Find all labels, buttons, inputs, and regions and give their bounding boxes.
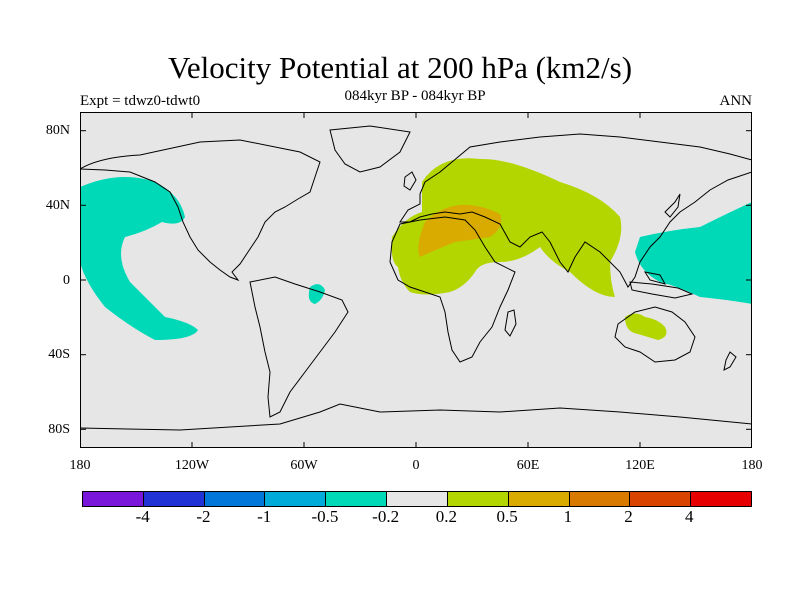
legend-swatch xyxy=(265,492,327,506)
coastline-australia xyxy=(614,306,696,363)
region-western-pacific-negative xyxy=(635,202,752,304)
color-legend-bar xyxy=(82,491,752,507)
legend-label: 1 xyxy=(563,507,573,526)
coastline-eurasia xyxy=(399,133,752,288)
y-tick-80s: 80S xyxy=(48,422,70,437)
x-tick-120e: 120E xyxy=(625,458,655,473)
coastline-japan xyxy=(664,193,681,218)
legend-swatch xyxy=(691,492,751,506)
experiment-label: Expt = tdwz0-tdwt0 xyxy=(80,93,201,109)
coastlines xyxy=(80,125,752,431)
legend-label: 0.2 xyxy=(435,507,457,526)
y-tick-80n: 80N xyxy=(45,123,70,138)
legend-swatch xyxy=(83,492,144,506)
legend-swatch xyxy=(143,492,205,506)
coastline-south-america xyxy=(249,276,349,418)
map-panel xyxy=(80,112,752,448)
coastline-southeast-asia-islands xyxy=(629,271,694,299)
region-eastern-pacific-negative xyxy=(80,177,198,340)
plot-subtitle: 084kyr BP - 084kyr BP xyxy=(344,88,486,104)
x-tick-0: 0 xyxy=(412,458,420,473)
x-tick-60w: 60W xyxy=(290,458,318,473)
region-australia-positive xyxy=(625,313,667,340)
legend-label: -0.2 xyxy=(372,507,400,526)
x-tick-60e: 60E xyxy=(516,458,540,473)
coastline-british-isles xyxy=(403,171,417,191)
y-tick-0: 0 xyxy=(63,273,70,288)
region-south-america-negative xyxy=(308,284,325,304)
legend-swatch xyxy=(569,492,631,506)
legend-label: 2 xyxy=(624,507,633,526)
season-label: ANN xyxy=(719,93,753,109)
x-tick-120w: 120W xyxy=(174,458,210,473)
coastline-madagascar xyxy=(504,309,517,337)
legend-label: 4 xyxy=(685,507,694,526)
legend-label: 0.5 xyxy=(496,507,518,526)
coastline-new-zealand xyxy=(723,351,737,371)
legend-swatch xyxy=(387,492,448,506)
x-tick-180w: 180 xyxy=(69,458,91,473)
plot-title: Velocity Potential at 200 hPa (km2/s) xyxy=(167,50,633,85)
legend-label: -2 xyxy=(196,507,211,526)
coastline-antarctica xyxy=(80,403,752,431)
coastline-greenland xyxy=(329,125,411,173)
world-map xyxy=(80,112,752,448)
legend-swatch xyxy=(508,492,570,506)
legend-swatch xyxy=(326,492,388,506)
map-ticks xyxy=(80,112,752,448)
legend-swatch xyxy=(447,492,509,506)
coastline-north-america xyxy=(80,139,321,282)
y-tick-40n: 40N xyxy=(45,198,70,213)
legend-swatch xyxy=(630,492,692,506)
legend-label: -1 xyxy=(257,507,272,526)
y-tick-40s: 40S xyxy=(48,347,70,362)
legend-label: -4 xyxy=(135,507,150,526)
x-tick-180e: 180 xyxy=(741,458,763,473)
legend-swatch xyxy=(204,492,266,506)
coastline-africa xyxy=(389,216,516,363)
region-eurasia-africa-positive xyxy=(391,158,622,297)
legend-label: -0.5 xyxy=(311,507,339,526)
